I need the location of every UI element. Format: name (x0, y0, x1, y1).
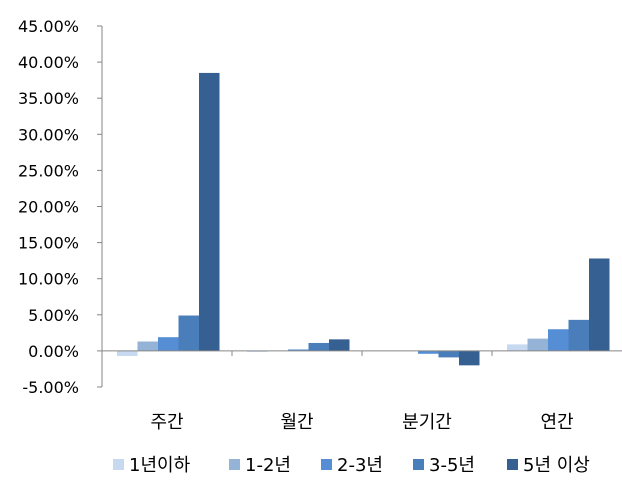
bar-5-3 (459, 350, 480, 366)
x-axis-dividers (231, 350, 493, 356)
bar-5-2 (329, 339, 350, 351)
legend-swatch-4 (413, 459, 424, 470)
y-tick-label: -5.00% (22, 378, 79, 397)
bar-5-1 (199, 72, 220, 351)
legend-swatch-3 (321, 459, 332, 470)
bars-group (117, 72, 610, 366)
legend-label-2: 1-2년 (245, 455, 291, 476)
y-tick-label: 15.00% (18, 234, 79, 253)
bar-1-1 (117, 350, 138, 356)
bar-3-4 (548, 329, 569, 351)
legend: 1년이하 1-2년 2-3년 3-5년 5년 이상 (113, 455, 590, 476)
x-axis-categories: 주간 월간 분기간 연간 (150, 412, 573, 433)
x-category-label: 연간 (540, 412, 573, 433)
bar-3-3 (418, 350, 439, 354)
legend-swatch-1 (113, 459, 124, 470)
y-tick-label: 25.00% (18, 161, 79, 180)
y-tick-label: 5.00% (28, 306, 79, 325)
legend-swatch-5 (507, 459, 518, 470)
bar-4-1 (178, 315, 199, 351)
y-tick-label: 45.00% (18, 17, 79, 36)
bar-3-1 (158, 337, 179, 351)
bar-4-3 (438, 350, 459, 358)
x-category-label: 주간 (150, 412, 183, 433)
y-tick-label: 0.00% (28, 342, 79, 361)
legend-label-1: 1년이하 (129, 455, 191, 476)
bar-3-2 (288, 349, 309, 351)
legend-label-5: 5년 이상 (523, 455, 590, 476)
bar-1-4 (507, 344, 528, 351)
x-category-label: 분기간 (402, 412, 452, 433)
bar-4-4 (568, 319, 589, 351)
bar-4-2 (308, 342, 329, 351)
y-tick-label: 40.00% (18, 53, 79, 72)
y-tick-label: 10.00% (18, 270, 79, 289)
y-axis-ticks: 45.00% 40.00% 35.00% 30.00% 25.00% 20.00% 15.0… (18, 17, 102, 397)
legend-label-3: 2-3년 (337, 455, 383, 476)
y-tick-label: 30.00% (18, 125, 79, 144)
x-category-label: 월간 (280, 412, 313, 433)
bar-5-4 (589, 258, 610, 351)
y-tick-label: 35.00% (18, 89, 79, 108)
bar-2-1 (137, 341, 158, 351)
legend-label-4: 3-5년 (429, 455, 475, 476)
bar-2-4 (527, 338, 548, 351)
y-tick-label: 20.00% (18, 198, 79, 217)
legend-swatch-2 (229, 459, 240, 470)
